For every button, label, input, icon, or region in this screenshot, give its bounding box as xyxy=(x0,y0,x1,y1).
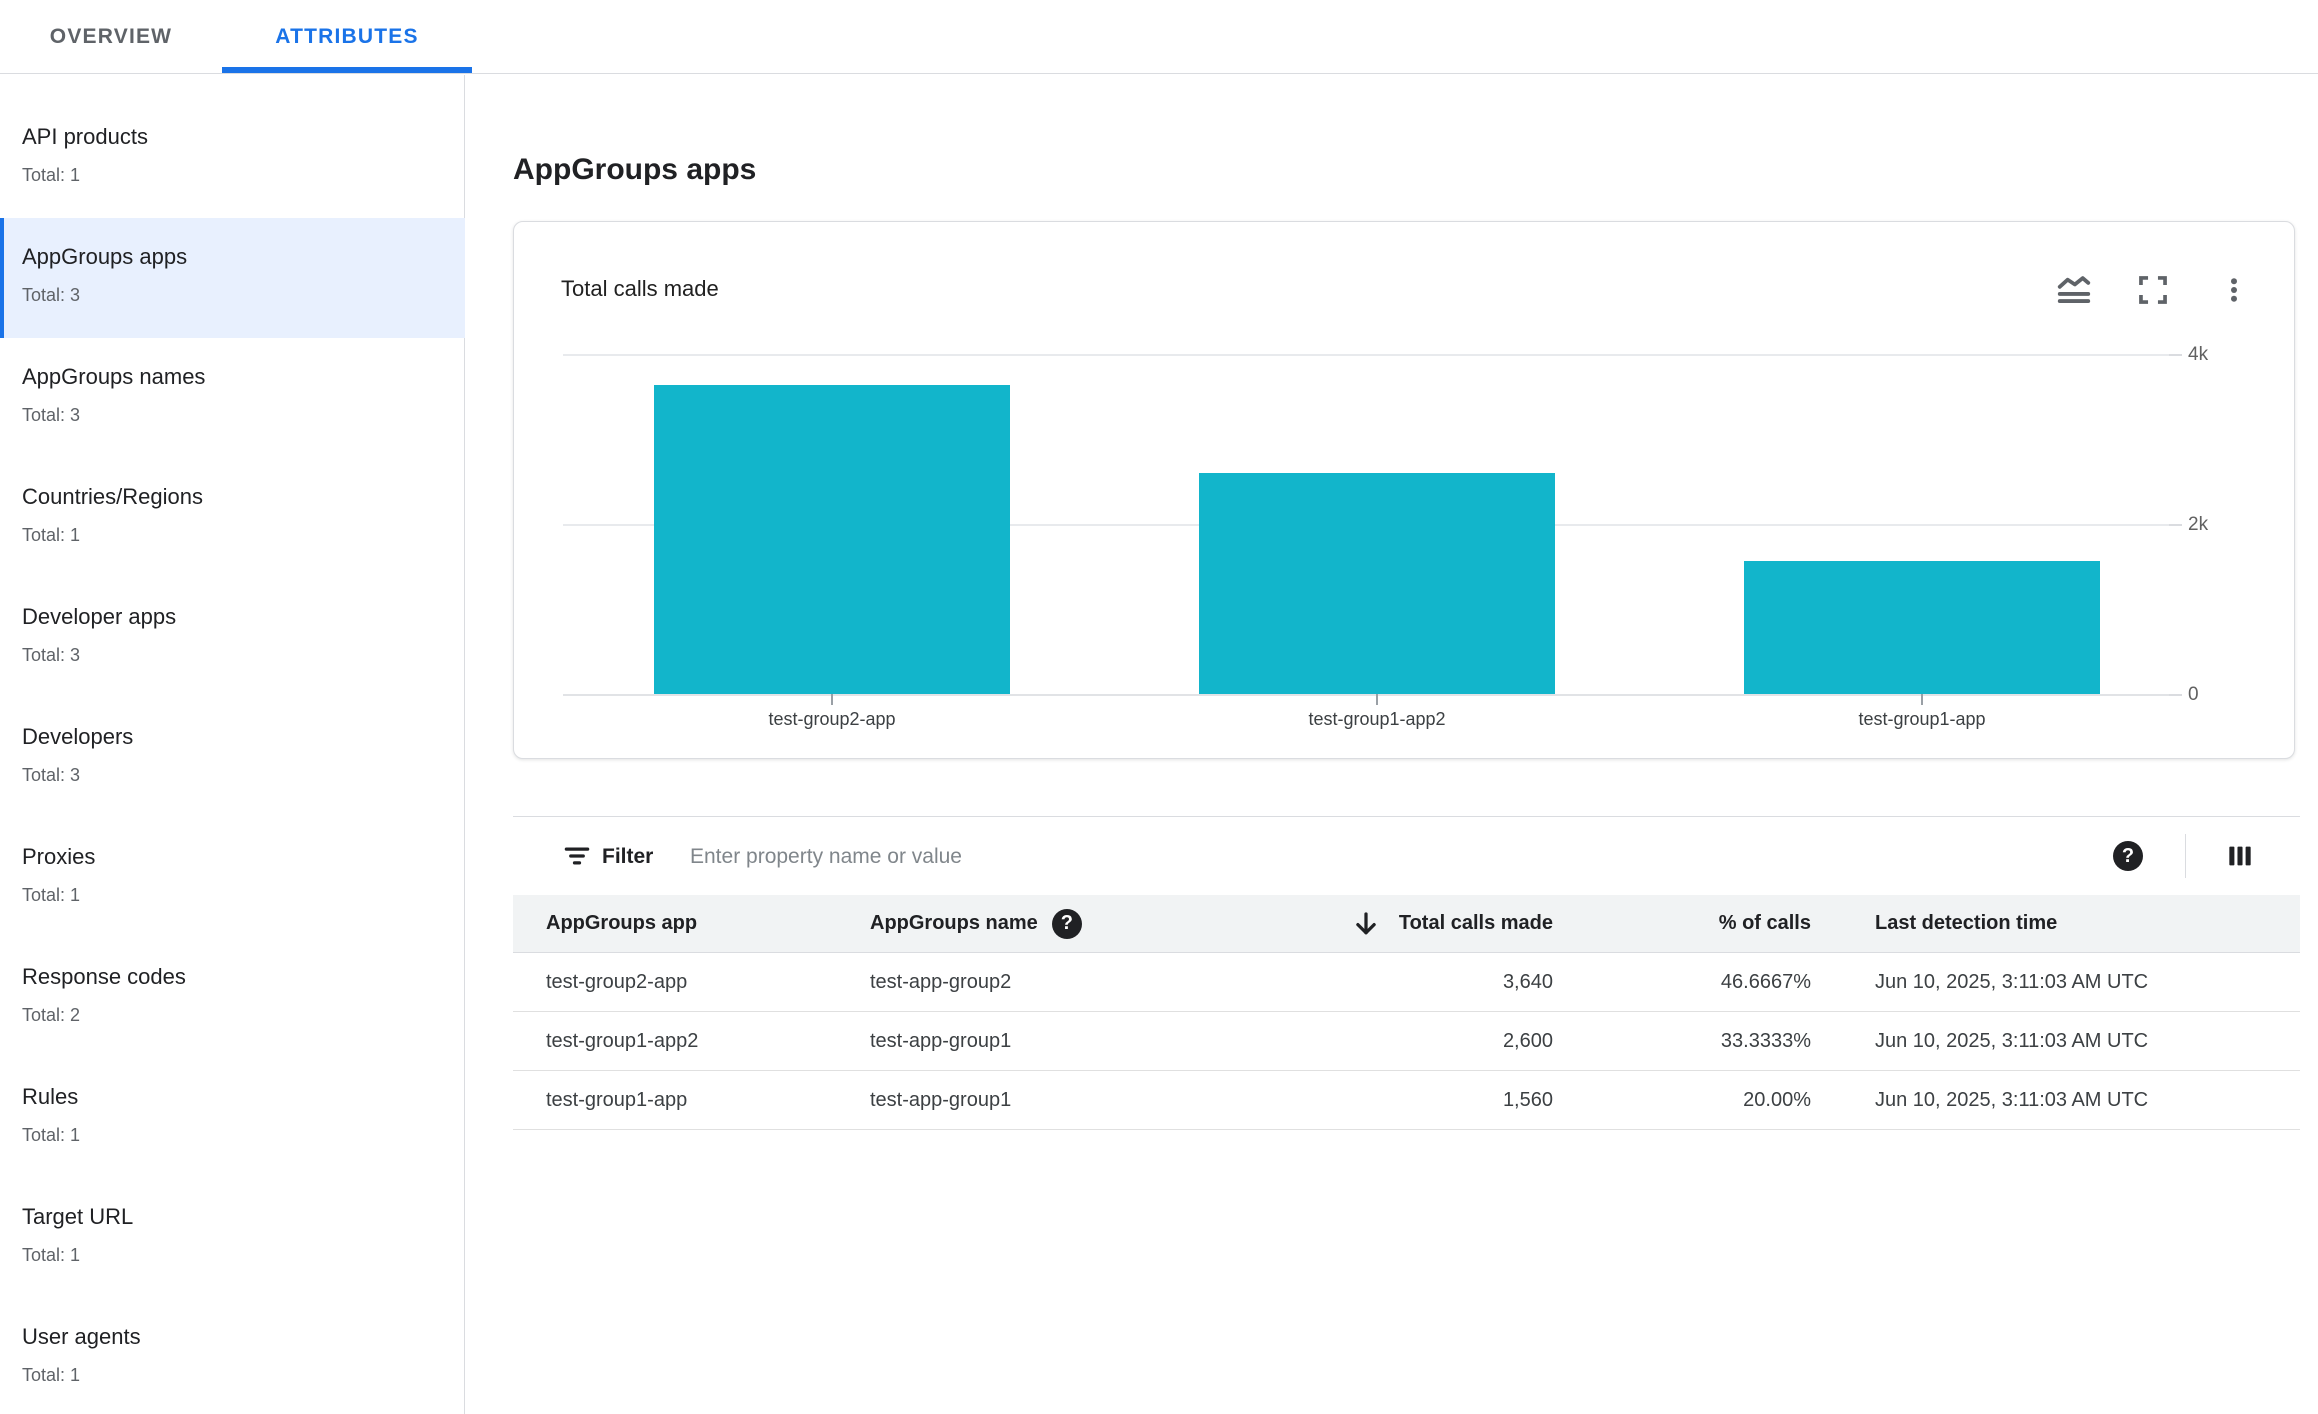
sidebar-item-label: Response codes xyxy=(22,964,186,989)
table-cell: test-group2-app xyxy=(546,970,688,993)
sidebar-item-appgroups-apps[interactable]: AppGroups apps Total: 3 xyxy=(0,218,465,338)
column-settings-icon[interactable] xyxy=(2224,840,2256,872)
sidebar-item-label: Developers xyxy=(22,724,134,749)
sidebar-item-proxies[interactable]: Proxies Total: 1 xyxy=(0,818,465,938)
sidebar-item-total: Total: 1 xyxy=(22,1245,81,1265)
sidebar-item-total: Total: 1 xyxy=(22,1365,81,1385)
table-cell: test-group1-app xyxy=(546,1088,688,1111)
sidebar-item-user-agents[interactable]: User agents Total: 1 xyxy=(0,1298,465,1414)
sidebar-item-label: API products xyxy=(22,124,148,149)
active-tab-indicator xyxy=(222,67,472,73)
sidebar-item-total: Total: 1 xyxy=(22,165,81,185)
tab-attributes[interactable]: ATTRIBUTES xyxy=(222,0,472,74)
table-cell: test-app-group1 xyxy=(870,1088,1012,1111)
sidebar-item-label: AppGroups apps xyxy=(22,244,188,269)
table-body: test-group2-app test-app-group2 3,640 46.66… xyxy=(513,953,2300,1130)
sidebar-item-total: Total: 3 xyxy=(22,645,81,665)
sidebar-item-total: Total: 3 xyxy=(22,765,81,785)
y-tick xyxy=(2169,694,2182,696)
y-tick xyxy=(2169,354,2182,356)
sidebar-item-total: Total: 3 xyxy=(22,405,81,425)
appgroups-name-help-icon[interactable]: ? xyxy=(1051,908,1082,939)
sidebar-item-response-codes[interactable]: Response codes Total: 2 xyxy=(0,938,465,1058)
filter-help-icon[interactable]: ? xyxy=(2113,841,2143,871)
bar-chart: 4k 2k 0 test-group2-app test-group1-app2 test… xyxy=(514,222,2296,760)
more-options-icon[interactable] xyxy=(2214,270,2254,310)
table-cell: test-app-group2 xyxy=(870,970,1012,993)
column-header-appgroups-app[interactable]: AppGroups app xyxy=(546,912,698,934)
sidebar-item-total: Total: 1 xyxy=(22,525,81,545)
sidebar-item-label: Rules xyxy=(22,1084,79,1109)
x-axis-label: test-group2-app xyxy=(768,709,896,729)
table-row: test-group2-app test-app-group2 3,640 46.66… xyxy=(513,953,2300,1012)
sidebar-item-total: Total: 2 xyxy=(22,1005,81,1025)
gridline-4k xyxy=(563,354,2171,356)
sidebar-item-total: Total: 1 xyxy=(22,1125,81,1145)
sort-desc-arrow-icon xyxy=(1351,909,1381,939)
chart-card: 4k 2k 0 test-group2-app test-group1-app2 test… xyxy=(513,221,2295,759)
bar-test-group1-app2 xyxy=(1199,473,1555,694)
toolbar-divider xyxy=(2185,834,2186,878)
sidebar-item-label: User agents xyxy=(22,1324,141,1349)
y-tick xyxy=(2169,524,2182,526)
sidebar-item-countries-regions[interactable]: Countries/Regions Total: 1 xyxy=(0,458,465,578)
column-header-pct-of-calls[interactable]: % of calls xyxy=(1718,912,1811,934)
y-axis-label: 2k xyxy=(2188,514,2209,535)
tab-attributes-label: ATTRIBUTES xyxy=(275,25,419,48)
sidebar-item-api-products[interactable]: API products Total: 1 xyxy=(0,98,465,218)
x-tick xyxy=(831,694,833,705)
sidebar-item-label: Countries/Regions xyxy=(22,484,203,509)
table-cell: 1,560 xyxy=(1502,1088,1553,1111)
sidebar-item-label: Target URL xyxy=(22,1204,134,1229)
table-row: test-group1-app2 test-app-group1 2,600 33.3… xyxy=(513,1012,2300,1071)
table-cell: Jun 10, 2025, 3:11:03 AM UTC xyxy=(1875,970,2149,993)
x-tick xyxy=(1376,694,1378,705)
y-axis-label: 4k xyxy=(2188,344,2209,365)
column-header-total-calls[interactable]: Total calls made xyxy=(1300,909,1553,939)
table-header-row: AppGroups app AppGroups name ? Total cal… xyxy=(513,895,2300,953)
gridline-0 xyxy=(563,694,2171,696)
tab-bar: OVERVIEW ATTRIBUTES xyxy=(0,0,2318,74)
sidebar-item-developer-apps[interactable]: Developer apps Total: 3 xyxy=(0,578,465,698)
table-row: test-group1-app test-app-group1 1,560 20.00… xyxy=(513,1071,2300,1130)
fullscreen-icon[interactable] xyxy=(2133,270,2173,310)
x-axis-label: test-group1-app xyxy=(1858,709,1986,729)
sidebar-item-label: Proxies xyxy=(22,844,96,869)
bar-test-group1-app xyxy=(1744,561,2100,694)
sidebar-item-developers[interactable]: Developers Total: 3 xyxy=(0,698,465,818)
table-cell: 2,600 xyxy=(1502,1029,1553,1052)
table-cell: Jun 10, 2025, 3:11:03 AM UTC xyxy=(1875,1088,2149,1111)
sidebar-item-appgroups-names[interactable]: AppGroups names Total: 3 xyxy=(0,338,465,458)
sidebar-item-total: Total: 1 xyxy=(22,885,81,905)
column-header-appgroups-name[interactable]: AppGroups name ? xyxy=(870,908,1300,939)
sidebar-item-label: Developer apps xyxy=(22,604,177,629)
table-cell: 20.00% xyxy=(1743,1088,1811,1111)
table-cell: test-group1-app2 xyxy=(546,1029,699,1052)
filter-label: Filter xyxy=(602,845,654,868)
filter-list-icon xyxy=(562,841,592,876)
page-title: AppGroups apps xyxy=(513,153,757,187)
sidebar-item-rules[interactable]: Rules Total: 1 xyxy=(0,1058,465,1178)
x-tick xyxy=(1921,694,1923,705)
chart-title: Total calls made xyxy=(561,276,719,301)
table-cell: test-app-group1 xyxy=(870,1029,1012,1052)
attributes-table: AppGroups app AppGroups name ? Total cal… xyxy=(513,895,2300,1130)
tab-overview-label: OVERVIEW xyxy=(49,25,173,48)
sidebar-item-target-url[interactable]: Target URL Total: 1 xyxy=(0,1178,465,1298)
y-axis-label: 0 xyxy=(2188,684,2199,705)
table-cell: 3,640 xyxy=(1502,970,1553,993)
attributes-sidebar: API products Total: 1 AppGroups apps Total:… xyxy=(0,75,465,1414)
filter-input[interactable] xyxy=(688,838,1738,876)
bar-test-group2-app xyxy=(654,385,1010,694)
chart-type-icon[interactable] xyxy=(2054,270,2094,310)
column-header-last-detection[interactable]: Last detection time xyxy=(1875,912,2058,934)
tab-overview[interactable]: OVERVIEW xyxy=(0,0,222,74)
x-axis-label: test-group1-app2 xyxy=(1308,709,1446,729)
table-cell: 33.3333% xyxy=(1720,1029,1811,1052)
table-cell: Jun 10, 2025, 3:11:03 AM UTC xyxy=(1875,1029,2149,1052)
sidebar-item-total: Total: 3 xyxy=(22,285,81,305)
sidebar-item-label: AppGroups names xyxy=(22,364,206,389)
table-cell: 46.6667% xyxy=(1720,970,1811,993)
